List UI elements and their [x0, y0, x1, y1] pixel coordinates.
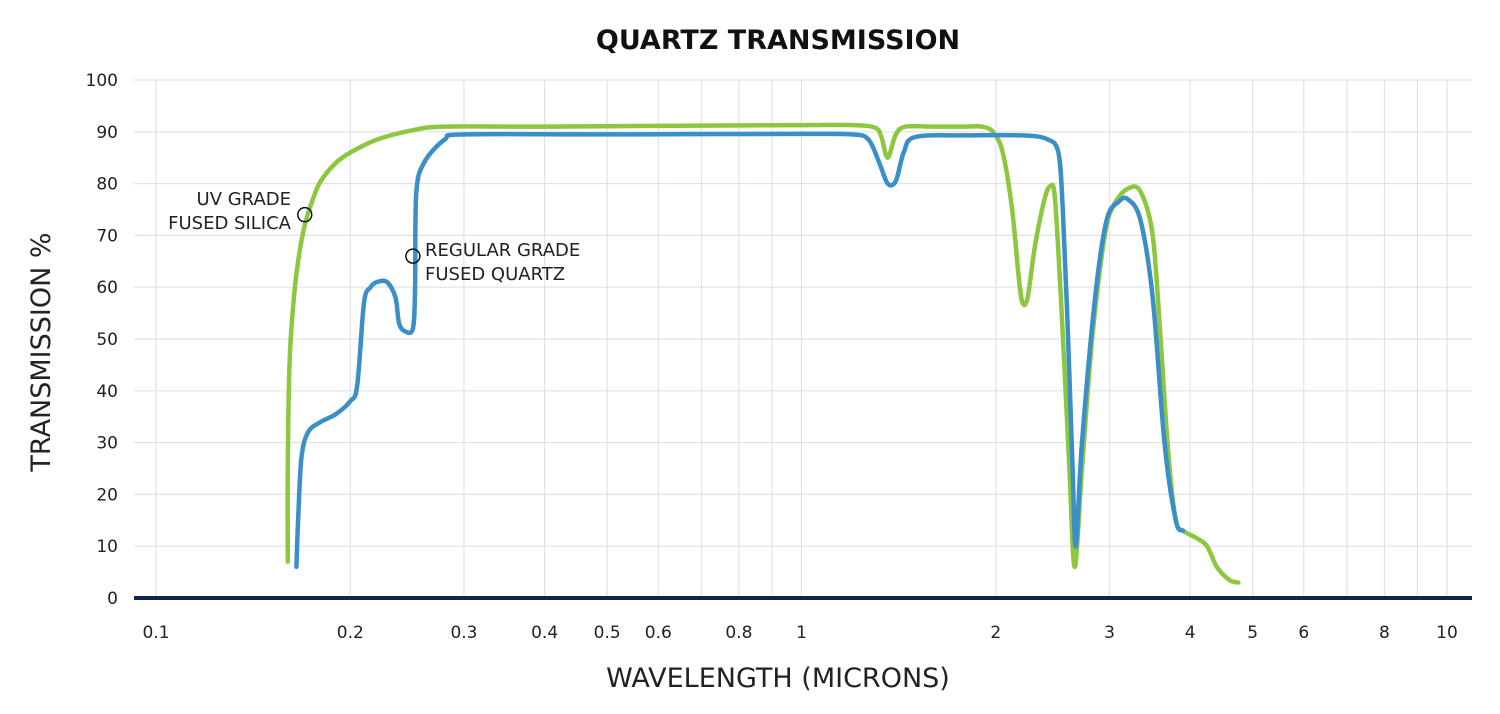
series-label-regular-grade-fused-quartz: FUSED QUARTZ — [425, 264, 565, 285]
y-tick-label: 90 — [96, 123, 118, 143]
y-tick-label: 30 — [96, 434, 118, 454]
series-lines — [285, 122, 1241, 585]
y-tick-label: 20 — [96, 485, 118, 505]
y-axis-label: TRANSMISSION % — [26, 232, 57, 472]
series-marker-uv-grade-fused-silica — [297, 206, 313, 223]
x-tick-label: 1 — [796, 623, 807, 643]
series-annotations: UV GRADE FUSED SILICA REGULAR GRADE FUSED Q… — [168, 189, 580, 285]
x-tick-label: 2 — [990, 623, 1001, 643]
series-marker-regular-grade-fused-quartz — [405, 248, 421, 264]
y-tick-label: 80 — [96, 175, 118, 195]
x-tick-label: 5 — [1247, 623, 1258, 643]
series-label-uv-grade-fused-silica: UV GRADE — [197, 189, 291, 210]
x-tick-label: 0.8 — [725, 623, 752, 643]
x-tick-label: 0.3 — [450, 623, 477, 643]
chart-title: QUARTZ TRANSMISSION — [596, 25, 960, 56]
y-tick-label: 100 — [86, 71, 118, 91]
x-tick-label: 6 — [1298, 623, 1309, 643]
x-tick-label: 0.1 — [142, 623, 169, 643]
series-line-regular-grade-fused-quartz — [294, 131, 1186, 570]
x-axis-label: WAVELENGTH (MICRONS) — [606, 663, 950, 694]
y-tick-label: 60 — [96, 278, 118, 298]
axis-ticks: 0 10 20 30 40 50 60 70 80 90 100 0.1 0.2 0.3 0.4 0.5 0.6… — [86, 71, 1458, 643]
y-tick-label: 70 — [96, 226, 118, 246]
x-tick-label: 0.6 — [645, 623, 672, 643]
x-tick-label: 0.4 — [531, 623, 558, 643]
x-tick-label: 4 — [1185, 623, 1196, 643]
series-label-regular-grade-fused-quartz: REGULAR GRADE — [425, 240, 580, 261]
x-tick-label: 8 — [1379, 623, 1390, 643]
series-label-uv-grade-fused-silica: FUSED SILICA — [168, 213, 292, 234]
grid — [134, 79, 1472, 598]
y-tick-label: 40 — [96, 382, 118, 402]
x-tick-label: 3 — [1104, 623, 1115, 643]
y-tick-label: 50 — [96, 330, 118, 350]
x-tick-label: 10 — [1436, 623, 1458, 643]
y-tick-label: 0 — [107, 589, 118, 609]
y-tick-label: 10 — [96, 537, 118, 557]
x-tick-label: 0.5 — [594, 623, 621, 643]
x-tick-label: 0.2 — [337, 623, 364, 643]
series-line-uv-grade-fused-silica — [285, 122, 1241, 585]
